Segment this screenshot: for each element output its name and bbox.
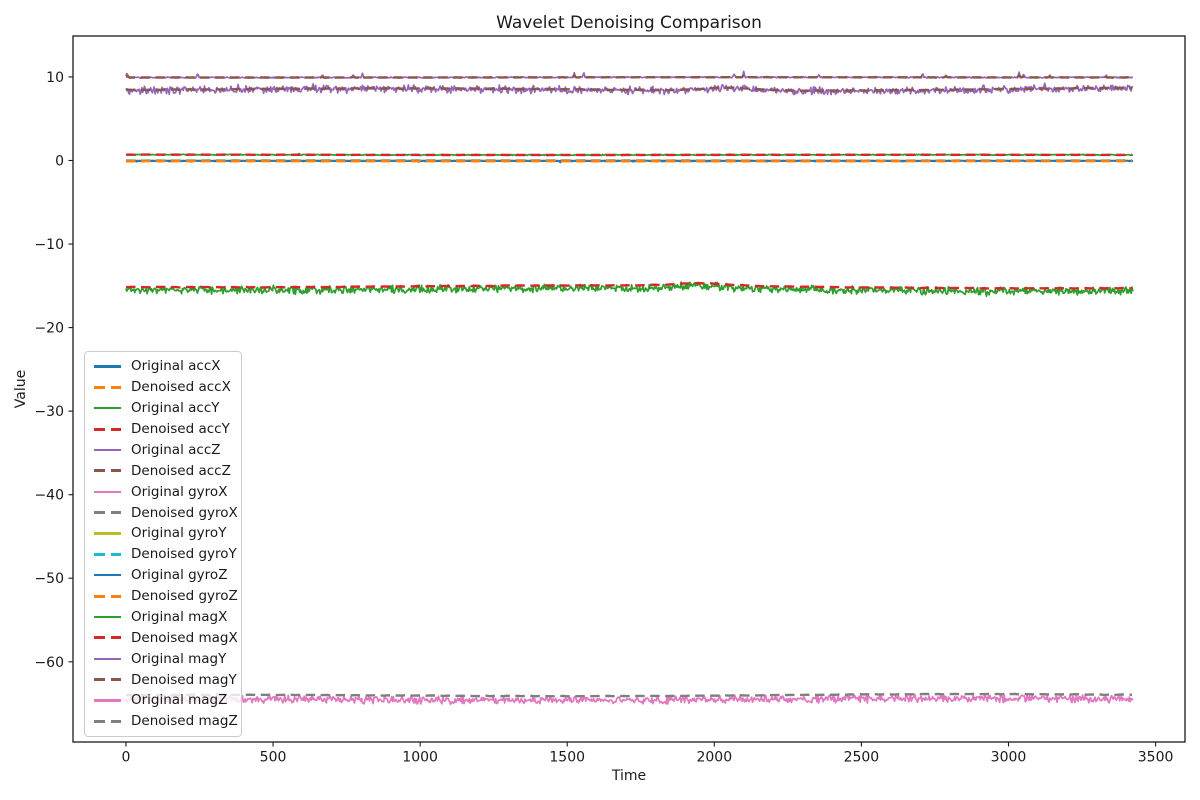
legend-label: Original accX — [131, 358, 221, 375]
legend-solid-line-swatch — [94, 448, 121, 452]
legend-dashed-line-swatch — [94, 552, 121, 556]
legend-item: Denoised accY — [94, 419, 237, 439]
x-tick-label: 500 — [260, 750, 287, 766]
y-tick-label: −40 — [34, 488, 64, 504]
series-denoised-magy — [125, 86, 1133, 93]
legend-label: Original gyroX — [131, 483, 228, 500]
legend-label: Original gyroZ — [131, 567, 228, 584]
y-tick-label: −50 — [34, 571, 64, 587]
x-tick-label: 2500 — [844, 750, 880, 766]
x-tick-label: 2000 — [696, 750, 732, 766]
legend-label: Denoised gyroX — [131, 504, 238, 521]
legend-dashed-line-swatch — [94, 511, 121, 515]
legend-dashed-line-swatch — [94, 385, 121, 389]
chart-title: Wavelet Denoising Comparison — [496, 13, 762, 33]
legend-label: Denoised accY — [131, 421, 230, 438]
legend-item: Denoised gyroY — [94, 544, 237, 564]
legend-label: Denoised gyroZ — [131, 588, 238, 605]
x-tick-label: 3000 — [991, 750, 1027, 766]
legend-item: Denoised gyroZ — [94, 586, 238, 606]
legend-label: Denoised gyroY — [131, 546, 237, 563]
legend-item: Original gyroY — [94, 523, 237, 543]
legend-dashed-line-swatch — [94, 469, 121, 473]
legend-item: Original accX — [94, 356, 237, 376]
y-tick-label: 0 — [55, 153, 64, 169]
x-axis-label: Time — [611, 768, 647, 784]
legend-dashed-line-swatch — [94, 636, 121, 640]
legend-item: Denoised magX — [94, 628, 238, 648]
legend-solid-line-swatch — [94, 532, 121, 535]
legend-label: Denoised magY — [131, 671, 237, 688]
y-axis-label: Value — [13, 369, 29, 409]
legend-item: Denoised accX — [94, 377, 237, 397]
legend-item: Original magZ — [94, 690, 237, 710]
series-denoised-magx — [126, 281, 1133, 290]
legend-solid-line-swatch — [94, 365, 121, 368]
legend-label: Denoised accZ — [131, 462, 231, 479]
legend-item: Original magY — [94, 649, 237, 669]
series-original-magy — [125, 82, 1134, 96]
legend-label: Original magX — [131, 608, 228, 625]
legend-dashed-line-swatch — [94, 678, 121, 682]
legend-item: Denoised gyroX — [94, 503, 238, 523]
x-tick-label: 1000 — [402, 750, 438, 766]
series-original-magx — [125, 281, 1134, 298]
y-tick-label: −60 — [34, 655, 64, 671]
legend-label: Denoised magZ — [131, 713, 238, 730]
axes-frame — [72, 35, 1186, 743]
legend-solid-line-swatch — [94, 699, 121, 702]
legend-label: Original accZ — [131, 441, 221, 458]
legend-item: Original gyroX — [94, 482, 237, 502]
legend-solid-line-swatch — [94, 407, 121, 410]
legend-dashed-line-swatch — [94, 594, 121, 598]
legend-item: Original magX — [94, 607, 237, 627]
legend-label: Original magZ — [131, 692, 228, 709]
legend-dashed-line-swatch — [94, 427, 121, 431]
legend-solid-line-swatch — [94, 657, 121, 660]
y-tick-label: 10 — [46, 70, 64, 86]
legend-solid-line-swatch — [94, 490, 121, 493]
x-tick-label: 3500 — [1138, 750, 1174, 766]
legend-dashed-line-swatch — [94, 719, 121, 723]
legend-label: Denoised magX — [131, 629, 238, 646]
legend-item: Denoised magY — [94, 670, 237, 690]
series-denoised-accz — [125, 73, 1133, 79]
legend-item: Denoised magZ — [94, 711, 238, 731]
legend-item: Denoised accZ — [94, 461, 237, 481]
legend-item: Original accZ — [94, 440, 237, 460]
legend-label: Original magY — [131, 650, 227, 667]
legend-label: Denoised accX — [131, 379, 231, 396]
y-tick-label: −30 — [34, 404, 64, 420]
y-tick-label: −10 — [34, 237, 64, 253]
x-tick-label: 1500 — [549, 750, 585, 766]
series-original-magz — [125, 693, 1134, 706]
series-denoised-magz — [125, 692, 1133, 698]
legend-solid-line-swatch — [94, 574, 121, 577]
legend: Original accX Denoised accX Original accY D… — [84, 351, 242, 737]
x-tick-label: 0 — [121, 750, 130, 766]
legend-item: Original gyroZ — [94, 565, 237, 585]
legend-solid-line-swatch — [94, 615, 121, 619]
y-tick-label: −20 — [34, 321, 64, 337]
legend-label: Original gyroY — [131, 525, 227, 542]
legend-label: Original accY — [131, 400, 220, 417]
legend-item: Original accY — [94, 398, 237, 418]
